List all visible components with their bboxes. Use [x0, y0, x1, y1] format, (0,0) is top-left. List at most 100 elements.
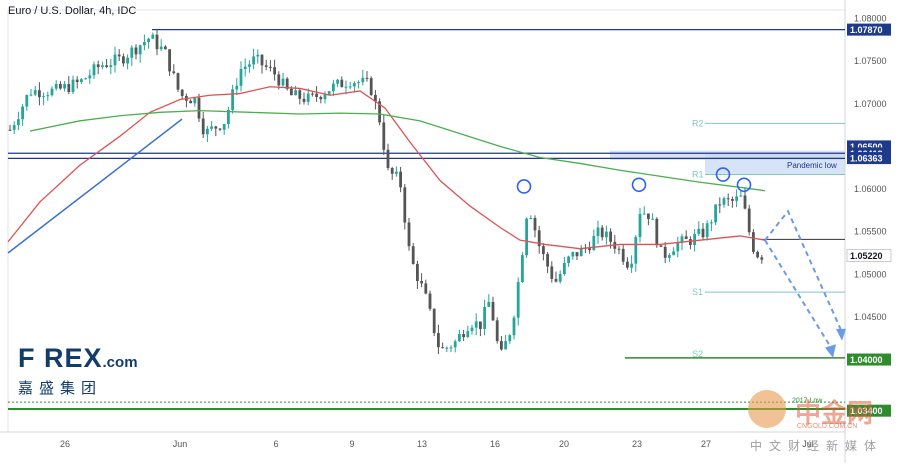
candle-body	[416, 263, 419, 282]
candle-body	[680, 236, 684, 243]
candle-body	[647, 213, 650, 219]
forex-logo-suffix: .com	[102, 354, 138, 371]
candle-body	[277, 74, 281, 86]
candle-body	[437, 333, 440, 348]
moving-average-fast	[7, 86, 766, 250]
candle-body	[222, 124, 226, 130]
candle-body	[458, 334, 461, 342]
candle-body	[621, 248, 625, 262]
price-tag-box	[847, 152, 891, 165]
swing-high-circle-4	[736, 177, 752, 193]
candle-body	[399, 171, 402, 188]
candle-body	[344, 86, 348, 88]
forex-logo: F REX.com	[18, 343, 138, 374]
price-tag-text: 1.07870	[850, 25, 883, 35]
candle-body	[411, 246, 415, 264]
candle-body	[63, 83, 66, 89]
candle-body	[697, 228, 701, 235]
candle-body	[743, 195, 747, 209]
candle-body	[311, 93, 314, 95]
uptrend-line	[7, 118, 183, 254]
price-tag-1-03400: 1.03400	[847, 404, 891, 417]
candle-body	[588, 248, 591, 251]
candle-body	[17, 119, 20, 126]
candle-body	[340, 79, 344, 88]
candle-body	[138, 45, 142, 55]
candle-body	[117, 54, 121, 57]
candle-body	[92, 64, 96, 76]
candle-body	[453, 341, 457, 348]
candle-body	[172, 71, 176, 74]
candle-body	[239, 69, 243, 86]
price-tag-1-04000: 1.04000	[847, 353, 891, 366]
candle-body	[273, 67, 276, 75]
candle-body	[420, 281, 423, 284]
candle-body	[50, 88, 54, 96]
candle-body	[327, 91, 331, 95]
candle-body	[747, 208, 751, 233]
swing-high-circle-2	[631, 177, 647, 193]
candle-body	[630, 263, 633, 268]
candle-body	[378, 101, 381, 123]
candle-body	[42, 96, 45, 98]
candle-body	[403, 187, 407, 223]
price-tag-text: 1.06363	[850, 154, 883, 164]
x-tick-16: 16	[490, 439, 500, 449]
candle-body	[105, 65, 108, 68]
candle-body	[101, 65, 104, 68]
swing-high-circle-3	[715, 167, 731, 182]
y-tick-1-07000: 1.07000	[854, 99, 887, 109]
y-tick-1-05500: 1.05500	[854, 227, 887, 237]
candle-body	[521, 255, 524, 283]
candle-body	[33, 90, 37, 95]
s1-label: S1	[692, 287, 703, 297]
candle-body	[516, 282, 520, 318]
candle-body	[689, 239, 692, 246]
candle-body	[143, 42, 146, 46]
candle-body	[155, 34, 159, 50]
candle-body	[75, 79, 79, 83]
candle-body	[655, 218, 659, 246]
candle-body	[164, 46, 167, 50]
candle-body	[353, 83, 356, 87]
candle-body	[575, 252, 579, 257]
candle-body	[533, 218, 537, 231]
candle-body	[659, 245, 663, 247]
price-tag-box	[847, 23, 891, 36]
r2-label: R2	[692, 118, 704, 128]
candle-body	[634, 237, 638, 264]
candle-body	[567, 256, 570, 263]
candle-body	[38, 90, 41, 98]
candle-body	[672, 251, 675, 256]
candle-body	[29, 94, 33, 96]
candle-body	[315, 93, 318, 97]
price-tag-1-06363: 1.06363	[847, 152, 891, 165]
candle-body	[592, 235, 596, 251]
candle-body	[571, 252, 575, 257]
candle-body	[537, 230, 541, 247]
projection-path-upper	[764, 209, 843, 333]
candle-body	[525, 218, 528, 256]
watermark-subtitle: 中文财经新媒体	[750, 439, 884, 453]
resistance-zone	[610, 150, 845, 161]
candle-body	[113, 54, 117, 66]
candle-body	[323, 94, 327, 100]
candle-body	[735, 196, 738, 201]
candle-body	[407, 222, 411, 247]
candle-body	[449, 347, 453, 349]
candle-body	[432, 308, 436, 334]
x-tick-23: 23	[632, 439, 642, 449]
watermark-cn: 中金网	[795, 398, 874, 428]
watermark-logo-icon	[748, 390, 786, 428]
candle-body	[390, 168, 394, 174]
candle-body	[554, 278, 558, 282]
candle-body	[256, 54, 260, 57]
candle-body	[760, 257, 764, 260]
candle-body	[558, 273, 562, 282]
candle-body	[109, 65, 113, 68]
y-tick-1-08000: 1.08000	[854, 14, 887, 24]
x-tick-26: 26	[60, 439, 70, 449]
candle-body	[491, 301, 495, 321]
x-tick-Jun: Jun	[173, 439, 188, 449]
candle-body	[563, 262, 566, 274]
